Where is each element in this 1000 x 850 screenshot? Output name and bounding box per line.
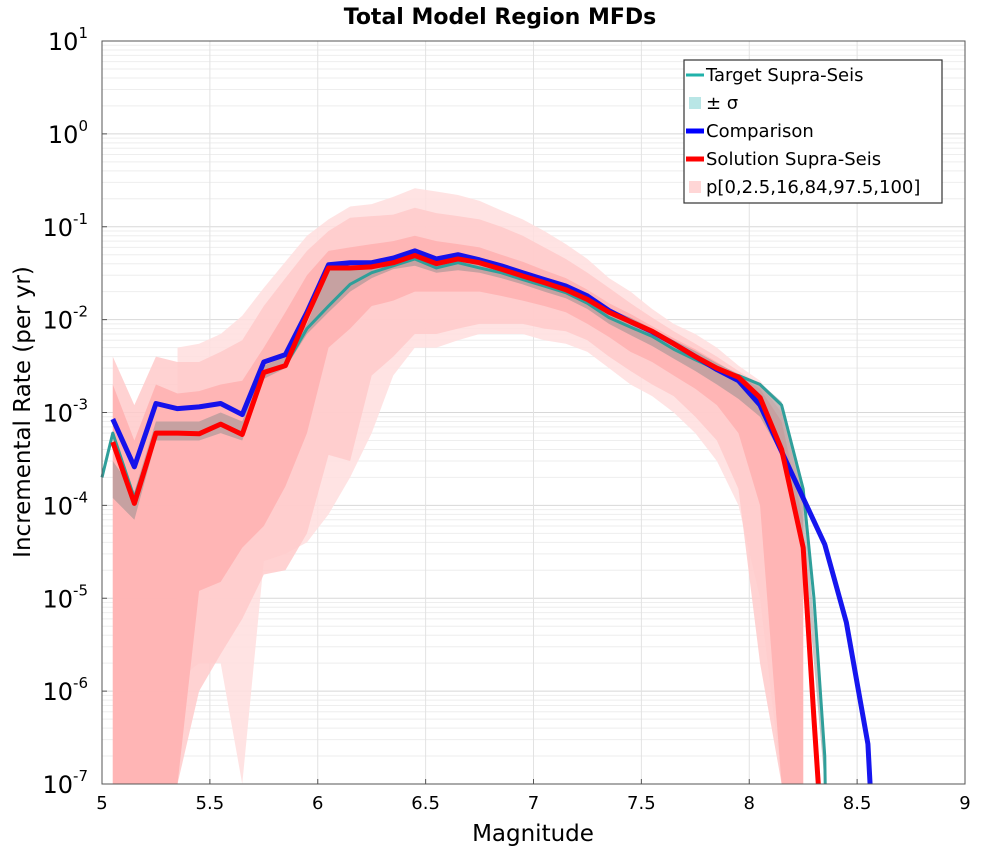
- legend-box: [683, 59, 943, 204]
- y-tick-label: 10-2: [42, 303, 88, 335]
- x-tick-label: 5: [96, 793, 107, 814]
- y-axis-ticks: 101 100 10-1 10-2 10-3 10-4 10-5 10-6 10-7: [42, 24, 107, 799]
- y-tick-label: 10-3: [42, 396, 88, 428]
- legend-swatch-p-0-2-5-16-84-97-5-100: [689, 181, 701, 193]
- y-tick-label: 100: [48, 117, 88, 149]
- y-tick-label: 10-5: [42, 581, 88, 613]
- y-tick-label: 10-1: [42, 210, 88, 242]
- legend-label-sigma: ± σ: [706, 93, 738, 114]
- x-tick-label: 5.5: [196, 793, 225, 814]
- y-tick-label: 10-6: [42, 674, 88, 706]
- x-tick-label: 6: [312, 793, 323, 814]
- chart-title: Total Model Region MFDs: [344, 5, 657, 30]
- x-tick-label: 8: [744, 793, 755, 814]
- legend-label-p-0-2-5-16-84-97-5-100: p[0,2.5,16,84,97.5,100]: [706, 177, 920, 198]
- series-lines: [100, 248, 873, 785]
- legend-swatch-sigma: [689, 97, 701, 109]
- band-p16-p84: [112, 235, 804, 785]
- x-axis-label: Magnitude: [472, 821, 594, 847]
- y-tick-label: 10-7: [42, 767, 88, 799]
- y-axis-label: Incremental Rate (per yr): [10, 266, 36, 558]
- x-tick-label: 9: [959, 793, 970, 814]
- y-tick-label: 10-4: [42, 488, 88, 520]
- x-tick-label: 7: [528, 793, 539, 814]
- x-tick-label: 6.5: [411, 793, 440, 814]
- x-tick-label: 7.5: [627, 793, 656, 814]
- x-axis-ticks: 5 5.5 6 6.5 7 7.5 8 8.5 9: [96, 779, 971, 814]
- legend-label-comparison: Comparison: [706, 121, 814, 142]
- legend-label-target-supra-seis: Target Supra-Seis: [705, 65, 863, 86]
- y-tick-label: 101: [48, 24, 88, 56]
- series-comparison: [110, 248, 873, 785]
- legend: Target Supra-Seis ± σ Comparison Solution S…: [683, 59, 943, 204]
- percentile-bands: [112, 188, 825, 785]
- legend-label-solution-supra-seis: Solution Supra-Seis: [706, 149, 881, 170]
- x-tick-label: 8.5: [843, 793, 872, 814]
- series-solution-supra-seis: [110, 253, 821, 785]
